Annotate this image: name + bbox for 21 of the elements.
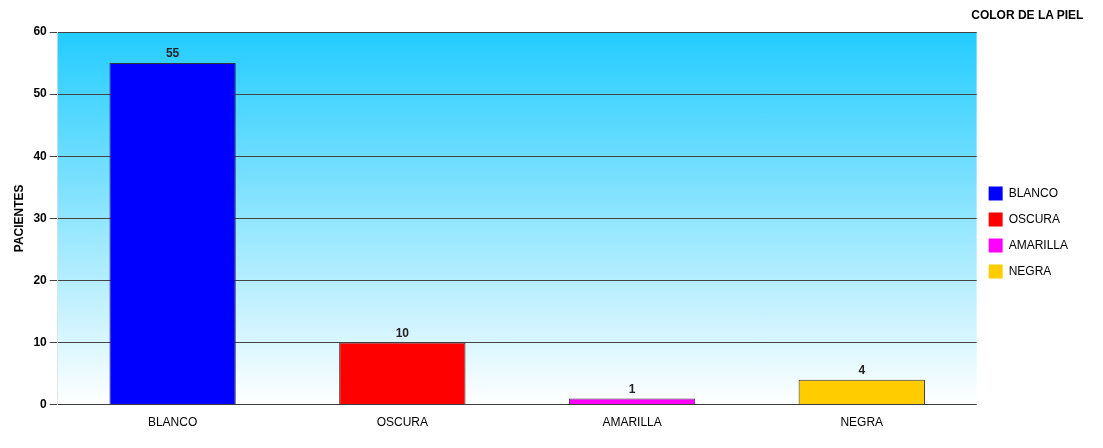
y-tick-label: 60 xyxy=(33,24,48,39)
x-tick-label: BLANCO xyxy=(147,415,198,430)
y-axis-title: PACIENTES xyxy=(11,184,26,253)
data-label: 4 xyxy=(858,363,866,378)
x-tick-label: NEGRA xyxy=(840,415,884,430)
data-label: 1 xyxy=(628,381,636,396)
y-tick-label: 30 xyxy=(33,210,48,225)
y-tick-label: 40 xyxy=(33,148,48,163)
x-tick-label: AMARILLA xyxy=(602,415,662,430)
data-label: 10 xyxy=(395,325,410,340)
legend-title: COLOR DE LA PIEL xyxy=(971,8,1084,23)
legend-label: OSCURA xyxy=(1008,211,1060,226)
legend-label: AMARILLA xyxy=(1008,237,1068,252)
y-tick-label: 10 xyxy=(33,334,48,349)
y-tick-label: 0 xyxy=(40,396,48,411)
y-tick-label: 50 xyxy=(33,86,48,101)
y-tick-label: 20 xyxy=(33,272,48,287)
legend-label: BLANCO xyxy=(1008,185,1058,200)
legend-label: NEGRA xyxy=(1008,263,1052,278)
data-label: 55 xyxy=(165,46,180,61)
x-tick-label: OSCURA xyxy=(376,415,429,430)
